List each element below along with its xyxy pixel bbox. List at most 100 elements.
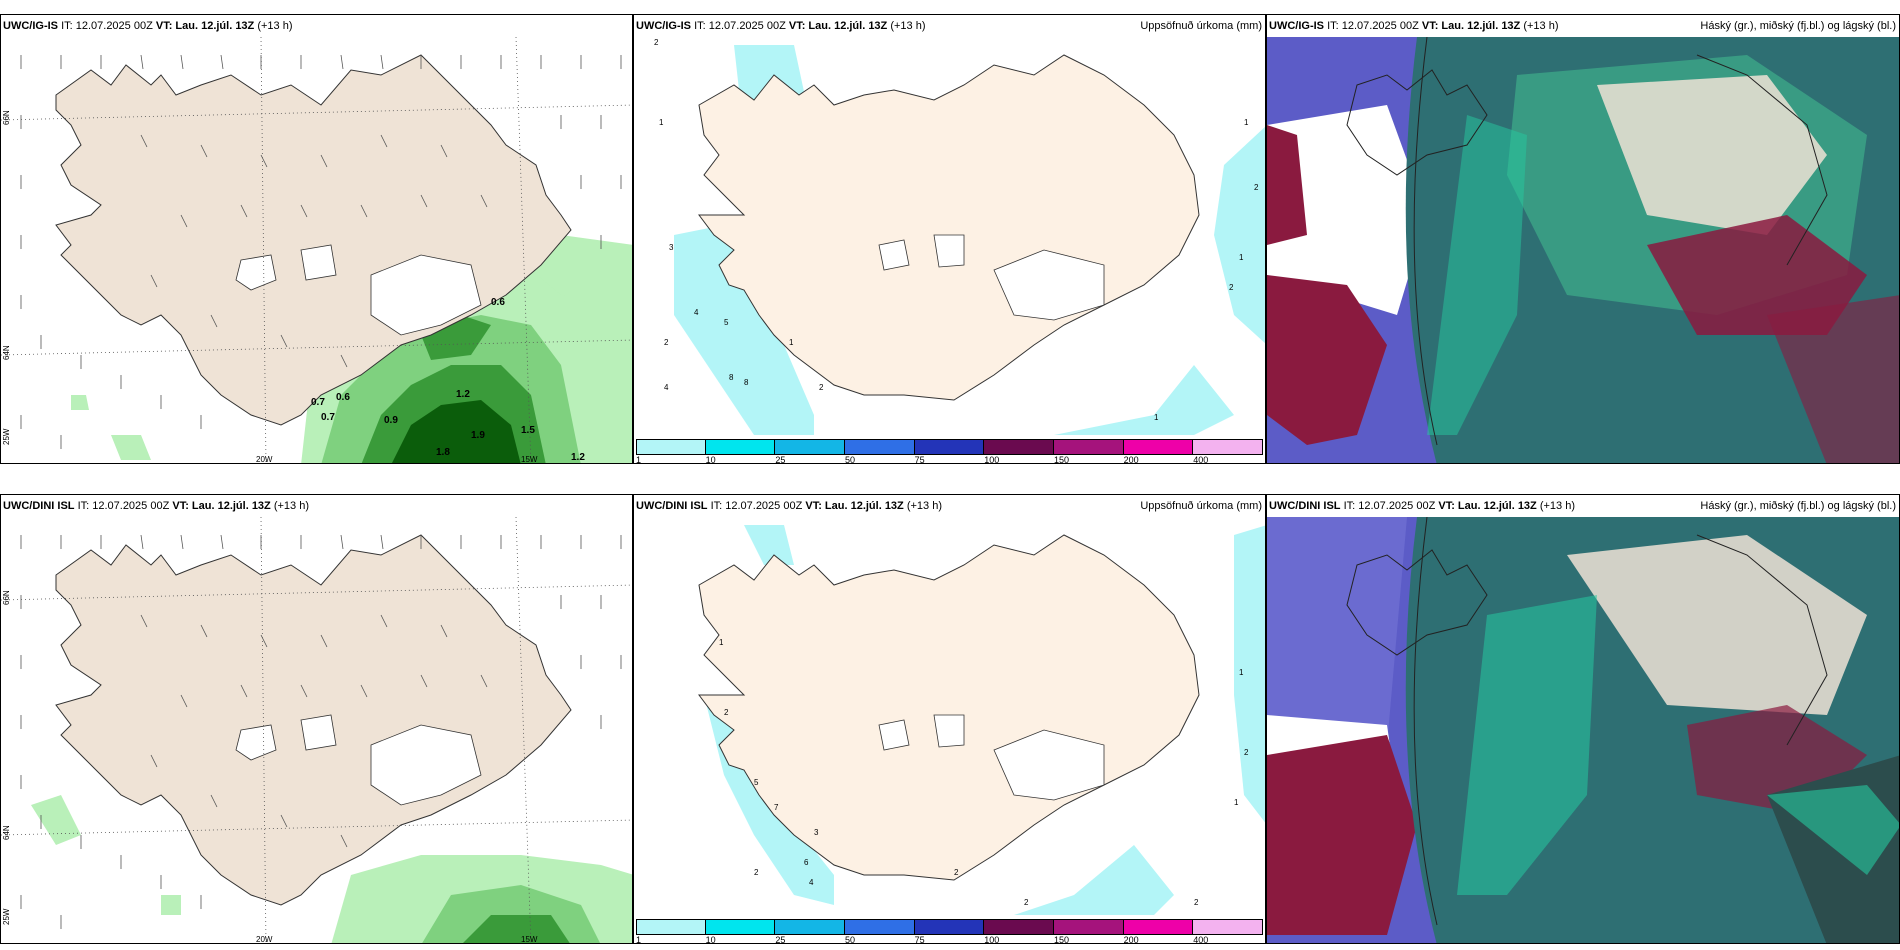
it-label: IT: 12.07.2025 00Z: [694, 20, 786, 32]
graticule: [1, 36, 632, 463]
model-name: UWC/IG-IS: [636, 20, 691, 32]
svg-text:1: 1: [1234, 798, 1239, 807]
wind-map: 0.7 0.6 0.7 0.9 1.2 1.5 1.9 0.6 1.2 1.8 …: [1, 36, 632, 464]
svg-text:20W: 20W: [256, 455, 273, 464]
vt-label: VT: Lau. 12.júl. 13Z: [1438, 500, 1537, 512]
colorbar-frame: [636, 919, 1263, 935]
glaciers: [235, 714, 482, 806]
wind-map: 66N 64N 25W 20W 15W: [1, 516, 632, 944]
svg-text:66N: 66N: [2, 590, 11, 605]
it-label: IT: 12.07.2025 00Z: [1327, 20, 1419, 32]
panel-title: Háský (gr.), miðský (fj.bl.) og lágský (…: [1700, 500, 1896, 512]
colorbar-tick: 100: [984, 935, 1000, 944]
wind-panel-top: UWC/IG-IS IT: 12.07.2025 00Z VT: Lau. 12…: [0, 14, 633, 464]
svg-text:25W: 25W: [2, 908, 11, 925]
colorbar-tick: 50: [844, 935, 855, 944]
vt-label: VT: Lau. 12.júl. 13Z: [172, 500, 271, 512]
vt-label: VT: Lau. 12.júl. 13Z: [1421, 20, 1521, 32]
colorbar-swatch: [1123, 439, 1194, 455]
colorbar-tick: 100: [984, 455, 1000, 464]
colorbar-tick: 50: [844, 455, 855, 464]
svg-text:6: 6: [804, 858, 809, 867]
colorbar-tick: 150: [1053, 935, 1069, 944]
colorbar-swatch: [1123, 919, 1194, 935]
colorbar-frame: [636, 439, 1263, 455]
svg-text:2: 2: [654, 38, 659, 47]
colorbar-swatch: [636, 919, 706, 935]
wind-value-labels: 0.7 0.6 0.7 0.9 1.2 1.5 1.9 0.6 1.2 1.8: [311, 297, 585, 463]
precip-labels: 2 1 3 4 5 2 8 8 4 1 2 1 2 1 2 1: [654, 38, 1259, 422]
model-name: UWC/IG-IS: [3, 20, 58, 32]
wind-value: 1.9: [471, 430, 485, 441]
colorbar-swatch: [705, 919, 776, 935]
colorbar-tick: 10: [705, 935, 716, 944]
svg-text:1: 1: [719, 638, 724, 647]
precip-panel-bottom: UWC/DINI ISL IT: 12.07.2025 00Z VT: Lau.…: [633, 494, 1266, 944]
colorbar-swatch: [1053, 439, 1124, 455]
svg-text:2: 2: [1024, 898, 1029, 907]
svg-text:1: 1: [789, 338, 794, 347]
svg-text:8: 8: [729, 373, 734, 382]
precip-colorbar: 1 10 25 50 75 100 150 200 400: [636, 919, 1263, 944]
panel-title: Uppsöfnuð úrkoma (mm): [1140, 20, 1262, 32]
panel-title: Uppsöfnuð úrkoma (mm): [1140, 500, 1262, 512]
svg-text:64N: 64N: [2, 825, 11, 840]
wind-value: 1.2: [571, 452, 585, 463]
wind-value: 1.8: [436, 447, 450, 458]
model-name: UWC/DINI ISL: [636, 500, 708, 512]
wind-value: 0.9: [384, 415, 398, 426]
colorbar-swatch: [914, 919, 985, 935]
colorbar-tick: 1: [636, 935, 642, 944]
step-label: (+13 h): [1539, 500, 1576, 512]
svg-text:1: 1: [1244, 118, 1249, 127]
wind-value: 1.5: [521, 425, 535, 436]
wind-value: 0.6: [336, 392, 350, 403]
colorbar-tick: 1: [636, 455, 642, 464]
colorbar-tick: 200: [1123, 455, 1139, 464]
colorbar-tick: 400: [1193, 455, 1209, 464]
colorbar-tick: 150: [1053, 455, 1069, 464]
precip-map: 2 1 5 7 3 6 4 2 2 2 1 2 1 2 1: [698, 525, 1265, 932]
svg-text:7: 7: [774, 803, 779, 812]
svg-text:64N: 64N: [2, 345, 11, 360]
cloud-map: [1267, 36, 1899, 463]
svg-text:2: 2: [1254, 183, 1259, 192]
model-name: UWC/DINI ISL: [3, 500, 75, 512]
cloud-map: [1267, 516, 1899, 943]
grid-labels: 66N 64N 25W 20W 15W: [2, 590, 538, 944]
panel-header: UWC/IG-IS IT: 12.07.2025 00Z VT: Lau. 12…: [1267, 15, 1899, 37]
svg-text:5: 5: [724, 318, 729, 327]
colorbar-tick: 10: [705, 455, 716, 464]
wind-value: 1.2: [456, 389, 470, 400]
svg-text:2: 2: [954, 868, 959, 877]
it-label: IT: 12.07.2025 00Z: [77, 500, 170, 512]
wind-panel-bottom: UWC/DINI ISL IT: 12.07.2025 00Z VT: Lau.…: [0, 494, 633, 944]
svg-text:66N: 66N: [2, 110, 11, 125]
colorbar-tick: 25: [775, 935, 786, 944]
svg-text:3: 3: [814, 828, 819, 837]
precip-map: 2 1 3 4 5 2 8 8 4 1 2 1 2 1 2 1: [654, 38, 1265, 435]
grid-labels: 66N 64N 25W 20W 15W: [2, 110, 538, 464]
colorbar-swatch: [844, 439, 915, 455]
svg-text:2: 2: [1194, 898, 1199, 907]
vt-label: VT: Lau. 12.júl. 13Z: [788, 20, 888, 32]
svg-text:2: 2: [1244, 748, 1249, 757]
colorbar-tick: 400: [1193, 935, 1209, 944]
svg-text:4: 4: [664, 383, 669, 392]
it-label: IT: 12.07.2025 00Z: [710, 500, 803, 512]
step-label: (+13 h): [1523, 20, 1559, 32]
colorbar-swatch: [984, 439, 1054, 455]
step-label: (+13 h): [906, 500, 943, 512]
colorbar-swatch: [775, 439, 845, 455]
colorbar-tick: 75: [914, 455, 925, 464]
vt-label: VT: Lau. 12.júl. 13Z: [155, 20, 255, 32]
panel-header: UWC/IG-IS IT: 12.07.2025 00Z VT: Lau. 12…: [1, 15, 632, 37]
colorbar-swatch: [636, 439, 706, 455]
svg-text:2: 2: [724, 708, 729, 717]
precip-colorbar: 1 10 25 50 75 100 150 200 400: [636, 439, 1263, 464]
svg-text:4: 4: [809, 878, 814, 887]
svg-text:4: 4: [694, 308, 699, 317]
svg-text:15W: 15W: [521, 935, 538, 944]
svg-text:2: 2: [1229, 283, 1234, 292]
panel-header: UWC/DINI ISL IT: 12.07.2025 00Z VT: Lau.…: [634, 495, 1265, 517]
